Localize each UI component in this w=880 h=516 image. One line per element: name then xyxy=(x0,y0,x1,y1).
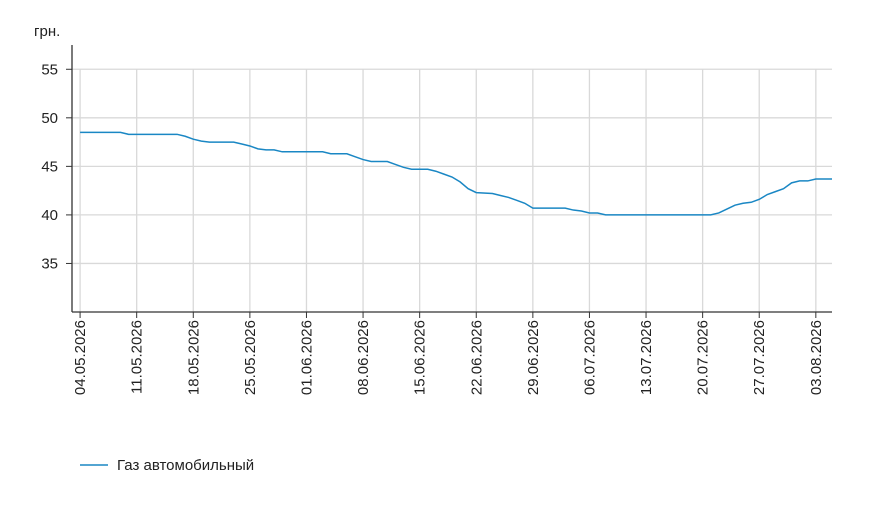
x-tick-label: 03.08.2026 xyxy=(808,320,825,395)
x-tick-label: 25.05.2026 xyxy=(242,320,259,395)
x-tick-label: 01.06.2026 xyxy=(298,320,315,395)
x-tick-label: 13.07.2026 xyxy=(638,320,655,395)
x-tick-label: 11.05.2026 xyxy=(129,320,146,394)
y-unit: грн. xyxy=(34,23,60,40)
x-tick-label: 04.05.2026 xyxy=(72,320,89,395)
y-tick-label: 50 xyxy=(41,110,58,127)
line-series xyxy=(80,131,832,216)
x-tick-label: 15.06.2026 xyxy=(412,320,429,395)
y-tick-label: 35 xyxy=(41,255,58,272)
y-tick-label: 55 xyxy=(41,61,58,78)
x-tick-label: 29.06.2026 xyxy=(525,320,542,395)
x-tick-label: 22.06.2026 xyxy=(468,320,485,395)
x-tick-label: 08.06.2026 xyxy=(355,320,372,395)
x-tick-label: 20.07.2026 xyxy=(695,320,712,395)
legend-label: Газ автомобильный xyxy=(117,457,254,474)
x-tick-label: 27.07.2026 xyxy=(751,320,768,395)
x-tick-label: 18.05.2026 xyxy=(185,320,202,395)
y-tick-label: 45 xyxy=(41,158,58,175)
x-tick-label: 06.07.2026 xyxy=(581,320,598,395)
y-tick-label: 40 xyxy=(41,207,58,224)
